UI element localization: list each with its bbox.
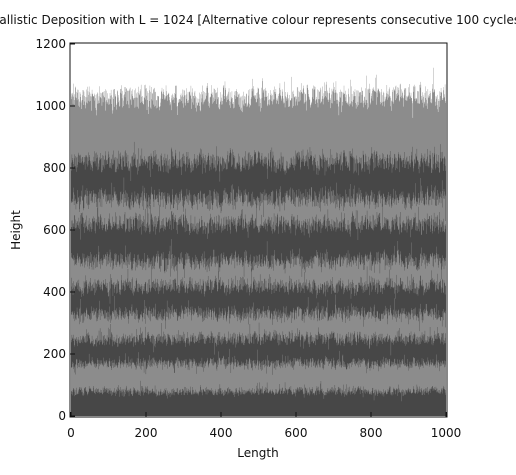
x-axis: 0 200 400 600 800 1000 — [67, 412, 461, 440]
x-tick-label: 200 — [135, 426, 158, 440]
y-tick-label: 1200 — [35, 37, 66, 51]
x-tick-label: 1000 — [431, 426, 462, 440]
y-tick-label: 600 — [43, 223, 66, 237]
x-axis-label: Length — [237, 446, 278, 460]
y-tick-label: 0 — [58, 409, 66, 423]
y-tick-label: 1000 — [35, 99, 66, 113]
x-tick-label: 600 — [285, 426, 308, 440]
chart-title: Ballistic Deposition with L = 1024 [Alte… — [0, 13, 516, 27]
x-tick-label: 800 — [360, 426, 383, 440]
y-tick-label: 400 — [43, 285, 66, 299]
y-axis-label: Height — [9, 210, 23, 250]
y-tick-label: 200 — [43, 347, 66, 361]
x-tick-label: 400 — [210, 426, 233, 440]
x-tick-label: 0 — [67, 426, 75, 440]
y-axis: 0 200 400 600 800 1000 1200 — [35, 37, 75, 423]
y-tick-label: 800 — [43, 161, 66, 175]
deposition-bands — [71, 67, 446, 416]
deposition-band-1 — [71, 380, 446, 416]
